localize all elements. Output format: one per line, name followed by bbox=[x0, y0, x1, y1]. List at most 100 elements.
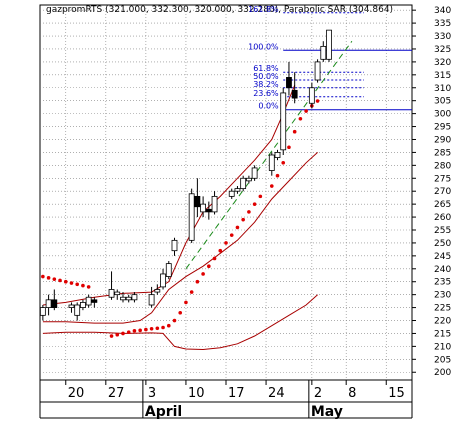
candle-body bbox=[188, 193, 195, 241]
candle-body bbox=[39, 307, 46, 316]
candle-body bbox=[234, 188, 241, 192]
candle-body bbox=[45, 299, 52, 308]
candle-body bbox=[308, 87, 315, 104]
sar-dot bbox=[166, 323, 171, 328]
sar-dot bbox=[275, 173, 280, 178]
sar-dot bbox=[63, 279, 68, 284]
y-tick-label: 205 bbox=[434, 355, 451, 365]
y-tick-label: 305 bbox=[434, 97, 451, 107]
y-tick-label: 330 bbox=[434, 32, 451, 42]
y-tick-label: 235 bbox=[434, 278, 451, 288]
x-tick-label: 2 bbox=[314, 386, 322, 401]
sar-dot bbox=[121, 331, 125, 336]
sar-dot bbox=[195, 279, 200, 284]
y-tick-label: 240 bbox=[434, 265, 451, 275]
candle-body bbox=[165, 263, 172, 277]
x-tick-label: 17 bbox=[228, 386, 245, 401]
sar-dot bbox=[315, 99, 320, 103]
sar-dot bbox=[235, 225, 240, 230]
sar-dot bbox=[269, 184, 274, 188]
x-tick-label: 3 bbox=[148, 386, 156, 401]
sar-dot bbox=[155, 326, 160, 331]
candle-body bbox=[108, 289, 115, 298]
x-tick-label: 27 bbox=[108, 386, 125, 401]
x-tick-label: 15 bbox=[388, 386, 405, 401]
sar-dot bbox=[201, 272, 205, 276]
candle-body bbox=[251, 167, 258, 179]
candle-body bbox=[91, 299, 98, 303]
candle-body bbox=[200, 203, 207, 213]
sar-dot bbox=[144, 327, 148, 332]
candle-body bbox=[68, 304, 75, 308]
sar-dot bbox=[132, 329, 137, 333]
month-label: May bbox=[311, 404, 343, 420]
y-tick-label: 200 bbox=[434, 368, 451, 378]
sar-dot bbox=[212, 256, 217, 261]
y-tick-label: 310 bbox=[434, 84, 451, 94]
candle-body bbox=[291, 89, 298, 99]
sar-dot bbox=[161, 325, 165, 330]
y-tick-label: 290 bbox=[434, 135, 451, 145]
sar-dot bbox=[69, 281, 74, 285]
y-tick-label: 250 bbox=[434, 239, 451, 249]
fib-level-label: 38.2% bbox=[253, 80, 279, 89]
sar-dot bbox=[207, 264, 211, 269]
candle-body bbox=[120, 296, 126, 301]
sar-dot bbox=[58, 278, 62, 283]
candle-body bbox=[314, 61, 321, 81]
candle-body bbox=[80, 302, 86, 308]
x-tick-label: 24 bbox=[268, 386, 285, 401]
y-tick-label: 320 bbox=[434, 58, 451, 68]
sar-dot bbox=[258, 194, 263, 199]
fib-level-label: 23.6% bbox=[253, 89, 279, 98]
y-tick-label: 285 bbox=[434, 148, 451, 158]
candle-body bbox=[160, 273, 166, 288]
candle-body bbox=[286, 77, 292, 89]
sar-dot bbox=[138, 328, 142, 333]
fib-level-label: 61.8% bbox=[253, 64, 279, 73]
candle-body bbox=[205, 208, 212, 213]
candle-body bbox=[211, 195, 218, 213]
candle-body bbox=[228, 190, 235, 197]
sar-dot bbox=[41, 274, 45, 279]
candle-body bbox=[194, 195, 201, 208]
candle-body bbox=[245, 177, 252, 182]
sar-dot bbox=[298, 116, 303, 121]
band-bottom-line bbox=[42, 294, 318, 351]
y-tick-label: 275 bbox=[434, 174, 451, 184]
sar-dot bbox=[86, 285, 91, 289]
sar-dot bbox=[287, 145, 291, 150]
candle-body bbox=[280, 92, 287, 151]
candle-body bbox=[154, 289, 161, 293]
y-tick-label: 300 bbox=[434, 110, 451, 120]
candle-body bbox=[274, 152, 281, 158]
y-tick-label: 270 bbox=[434, 187, 451, 197]
sar-dot bbox=[241, 217, 245, 222]
chart-title: gazpromRTS (321.000, 332.300, 320.000, 3… bbox=[46, 5, 393, 15]
y-tick-label: 265 bbox=[434, 200, 451, 210]
candle-body bbox=[51, 299, 58, 308]
candle-body bbox=[268, 154, 275, 171]
y-tick-label: 245 bbox=[434, 252, 451, 262]
y-tick-label: 325 bbox=[434, 45, 451, 55]
sar-dot bbox=[218, 248, 223, 253]
candle-body bbox=[131, 294, 138, 301]
sar-dot bbox=[81, 283, 85, 288]
y-tick-label: 340 bbox=[434, 6, 451, 16]
sar-dot bbox=[75, 282, 79, 287]
sar-dot bbox=[281, 160, 286, 165]
y-tick-label: 315 bbox=[434, 71, 451, 81]
sar-dot bbox=[126, 330, 131, 334]
sar-dot bbox=[304, 109, 308, 113]
candle-body bbox=[125, 296, 132, 301]
candle-body bbox=[320, 45, 327, 60]
y-tick-label: 335 bbox=[434, 19, 451, 29]
month-label: April bbox=[145, 404, 182, 420]
x-tick-label: 20 bbox=[68, 386, 85, 401]
sar-dot bbox=[178, 310, 183, 315]
x-tick-label: 10 bbox=[188, 386, 205, 401]
sar-dot bbox=[224, 241, 228, 245]
sar-dot bbox=[292, 129, 297, 134]
